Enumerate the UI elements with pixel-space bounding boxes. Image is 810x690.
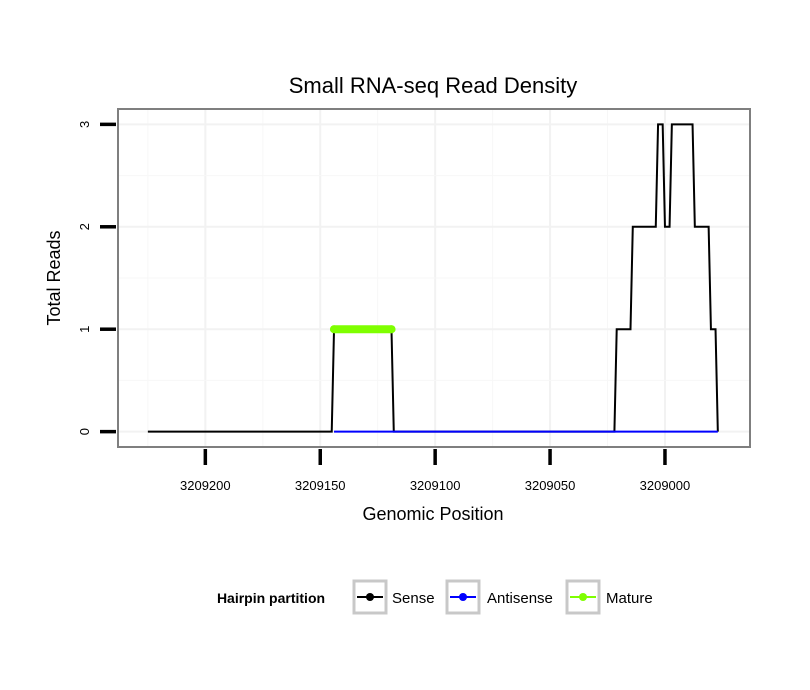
- data-point-mature: [330, 325, 338, 333]
- x-axis-title: Genomic Position: [362, 504, 503, 524]
- x-tick-label: 3209000: [640, 478, 691, 493]
- x-tick-label: 3209100: [410, 478, 461, 493]
- x-tick-label: 3209150: [295, 478, 346, 493]
- x-axis: 3209200 3209150 3209100 3209050 3209000: [180, 449, 690, 493]
- data-point-mature: [387, 325, 395, 333]
- y-tick-label: 3: [77, 121, 92, 128]
- legend-label-antisense: Antisense: [487, 590, 553, 607]
- read-density-chart: Small RNA-seq Read Density 3209200 320915…: [0, 0, 810, 690]
- y-tick-label: 1: [77, 326, 92, 333]
- chart-title: Small RNA-seq Read Density: [289, 73, 578, 98]
- legend-label-mature: Mature: [606, 590, 653, 607]
- x-tick-label: 3209050: [525, 478, 576, 493]
- legend-title: Hairpin partition: [217, 590, 325, 606]
- legend-marker-mature: [579, 593, 587, 601]
- legend: Hairpin partition Sense Antisense Mature: [217, 581, 653, 613]
- legend-marker-antisense: [459, 593, 467, 601]
- x-tick-label: 3209200: [180, 478, 231, 493]
- y-tick-label: 2: [77, 223, 92, 230]
- y-axis-title: Total Reads: [44, 230, 64, 325]
- y-axis: 0 1 2 3: [77, 121, 116, 436]
- y-tick-label: 0: [77, 428, 92, 435]
- legend-label-sense: Sense: [392, 590, 435, 607]
- legend-marker-sense: [366, 593, 374, 601]
